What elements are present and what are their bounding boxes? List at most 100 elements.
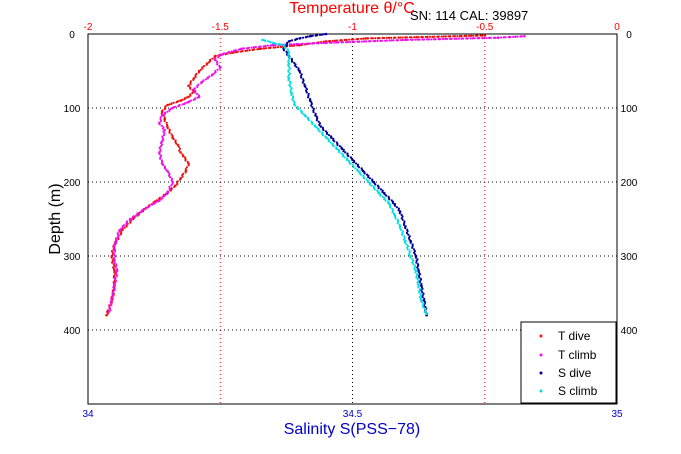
- data-point: [216, 68, 219, 71]
- data-point: [118, 230, 121, 233]
- data-point: [467, 34, 471, 38]
- data-point: [106, 310, 109, 313]
- data-point: [187, 164, 190, 167]
- data-point: [266, 44, 269, 47]
- data-point: [167, 171, 170, 174]
- data-point: [230, 50, 233, 53]
- data-point: [352, 166, 355, 169]
- data-point: [327, 140, 330, 143]
- data-point: [384, 199, 387, 202]
- data-point: [401, 36, 404, 39]
- data-point: [424, 309, 427, 312]
- data-point: [363, 40, 366, 43]
- data-point: [119, 233, 122, 236]
- data-point: [339, 39, 342, 42]
- data-point: [153, 202, 156, 205]
- data-point: [244, 49, 247, 53]
- data-point: [293, 43, 296, 46]
- data-point: [417, 36, 420, 39]
- data-point: [175, 101, 178, 104]
- data-point: [128, 219, 131, 222]
- data-point: [328, 41, 332, 44]
- data-point: [318, 130, 321, 133]
- data-point: [420, 289, 423, 292]
- data-point: [294, 38, 297, 42]
- data-point: [311, 42, 314, 45]
- data-point: [123, 226, 126, 229]
- data-point: [208, 75, 211, 78]
- data-point: [452, 35, 455, 38]
- data-point: [446, 37, 449, 41]
- data-point: [112, 266, 115, 269]
- data-point: [165, 121, 168, 124]
- data-point: [267, 40, 270, 43]
- data-point: [113, 289, 116, 292]
- data-point: [181, 175, 184, 178]
- data-point: [417, 263, 420, 266]
- data-point: [169, 176, 172, 179]
- data-point: [129, 221, 132, 224]
- data-point: [323, 33, 326, 36]
- data-point: [346, 41, 349, 44]
- data-point: [287, 40, 291, 43]
- data-point: [423, 300, 427, 304]
- data-point: [177, 105, 180, 108]
- data-point: [274, 42, 277, 45]
- data-point: [287, 78, 290, 82]
- data-point: [179, 178, 182, 181]
- top-tick-label: -1: [348, 22, 357, 33]
- data-point: [107, 310, 111, 313]
- data-point: [391, 201, 394, 205]
- data-point: [396, 222, 399, 225]
- data-point: [482, 37, 485, 40]
- data-point: [496, 36, 500, 39]
- data-point: [420, 301, 423, 304]
- data-point: [114, 266, 117, 269]
- data-point: [458, 35, 461, 38]
- data-point: [432, 38, 435, 41]
- data-point: [112, 247, 115, 250]
- data-point: [304, 86, 307, 89]
- data-point: [415, 261, 418, 264]
- data-point: [455, 37, 458, 40]
- data-point: [398, 226, 402, 230]
- data-point: [317, 120, 320, 123]
- data-point: [379, 39, 382, 43]
- data-point: [315, 126, 318, 129]
- data-point: [308, 42, 311, 45]
- data-point: [171, 180, 174, 184]
- data-point: [160, 110, 164, 113]
- data-point: [322, 41, 325, 45]
- data-point: [290, 60, 294, 63]
- data-point: [414, 271, 417, 274]
- data-point: [327, 40, 330, 43]
- data-point: [342, 150, 345, 153]
- data-point: [288, 44, 291, 48]
- data-point: [159, 157, 162, 160]
- data-point: [116, 274, 119, 277]
- data-point: [390, 39, 393, 42]
- data-point: [176, 183, 179, 186]
- data-point: [282, 49, 286, 52]
- data-point: [254, 45, 257, 49]
- legend-marker-t-dive: [539, 334, 543, 338]
- data-point: [184, 159, 187, 162]
- data-point: [411, 245, 414, 248]
- data-point: [355, 162, 358, 165]
- data-point: [168, 103, 171, 106]
- data-point: [516, 35, 519, 38]
- data-point: [201, 67, 204, 70]
- data-point: [402, 238, 405, 241]
- data-point: [381, 36, 384, 40]
- data-point: [105, 313, 108, 317]
- data-point: [398, 212, 401, 215]
- data-point: [246, 49, 249, 52]
- data-point: [404, 226, 407, 230]
- legend-marker-s-climb: [539, 389, 543, 393]
- data-point: [269, 44, 272, 47]
- data-point: [176, 143, 180, 147]
- data-point: [285, 44, 288, 47]
- data-point: [110, 256, 113, 259]
- data-point: [422, 306, 425, 309]
- data-point: [185, 96, 188, 99]
